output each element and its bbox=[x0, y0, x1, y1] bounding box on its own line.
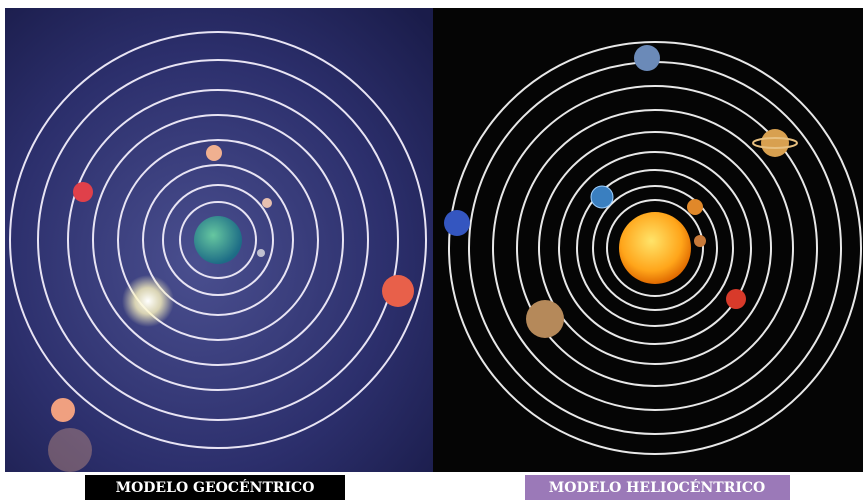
glow bbox=[48, 428, 92, 472]
orbit bbox=[92, 114, 344, 366]
orbit bbox=[37, 59, 399, 421]
heliocentric-orbits bbox=[448, 41, 862, 455]
orbit bbox=[606, 199, 704, 297]
orbit bbox=[179, 201, 257, 279]
planet bbox=[51, 398, 75, 422]
planet bbox=[382, 275, 414, 307]
sun bbox=[619, 212, 691, 284]
neptune bbox=[634, 45, 660, 71]
sun-geo bbox=[122, 275, 174, 327]
orbit bbox=[576, 169, 734, 327]
planet bbox=[206, 145, 222, 161]
orbit bbox=[538, 131, 772, 365]
orbit bbox=[117, 139, 319, 341]
geocentric-orbits bbox=[9, 31, 427, 449]
orbit bbox=[516, 109, 794, 387]
earth-helio bbox=[590, 185, 614, 209]
label-box bbox=[525, 475, 790, 500]
jupiter bbox=[526, 300, 564, 338]
mars bbox=[726, 289, 746, 309]
panel-label: MODELO GEOCÉNTRICO bbox=[116, 478, 315, 496]
orbit bbox=[162, 184, 274, 296]
mercury bbox=[687, 199, 703, 215]
panel-label: MODELO HELIOCÉNTRICO bbox=[549, 478, 765, 496]
saturn-ring bbox=[752, 137, 798, 149]
planet bbox=[262, 198, 272, 208]
saturn bbox=[761, 129, 789, 157]
moon bbox=[257, 249, 265, 257]
orbit bbox=[142, 164, 294, 316]
orbit bbox=[448, 41, 862, 455]
uranus bbox=[444, 210, 470, 236]
orbit bbox=[67, 89, 369, 391]
orbit bbox=[492, 85, 818, 411]
orbit bbox=[558, 151, 752, 345]
planet bbox=[73, 182, 93, 202]
orbit bbox=[592, 185, 718, 311]
label-box bbox=[85, 475, 345, 500]
earth bbox=[194, 216, 242, 264]
orbit bbox=[9, 31, 427, 449]
venus bbox=[694, 235, 706, 247]
